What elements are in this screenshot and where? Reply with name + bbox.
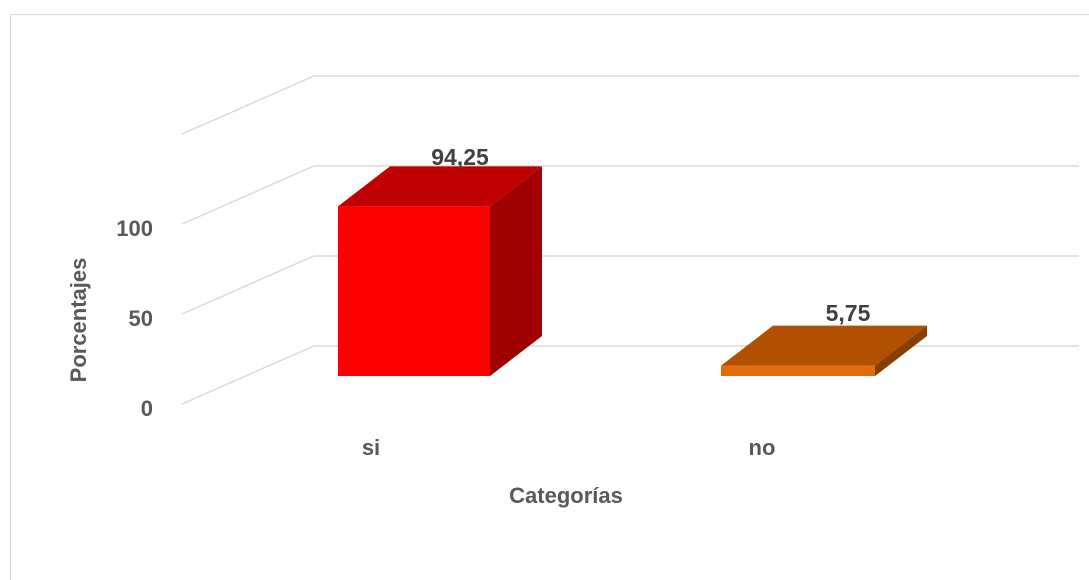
bar-front-si [338,206,490,376]
gridline-2 [181,165,1079,225]
chart-frame [10,14,1089,580]
gridline-3 [181,75,1079,135]
gridline-1 [181,255,1079,315]
y-tick-label-2: 100 [116,216,153,241]
y-axis-title: Porcentajes [66,258,91,383]
gridline-0 [181,345,1079,405]
bar-side-si [490,166,542,376]
y-tick-label-0: 0 [141,396,153,421]
x-tick-label-si: si [362,435,380,460]
bar-side-no [875,325,927,376]
data-label-si: 94,25 [431,144,489,170]
x-axis-title: Categorías [509,483,623,508]
y-tick-label-1: 50 [129,306,153,331]
x-tick-label-no: no [749,435,776,460]
gridlines [181,75,1079,405]
bar-top-si [338,166,542,207]
bar-top-no [721,325,927,366]
bars [338,166,927,376]
data-label-no: 5,75 [826,300,871,326]
bar-front-no [721,365,875,376]
